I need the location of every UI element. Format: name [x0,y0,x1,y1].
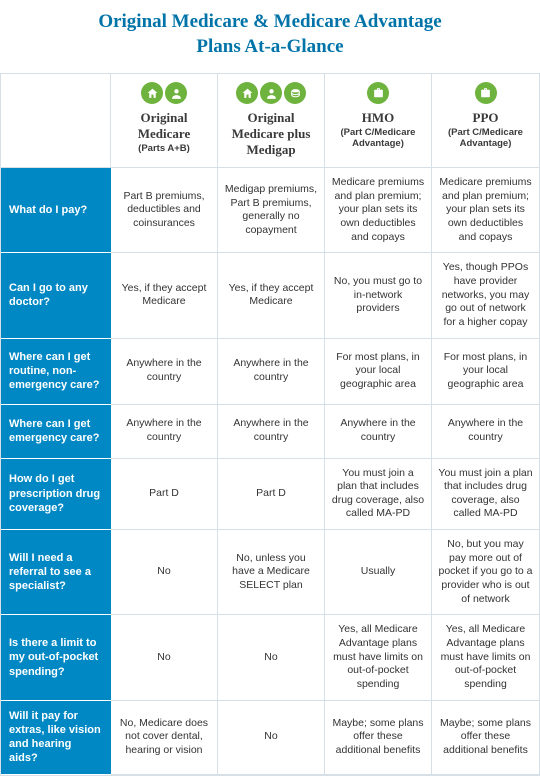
table-cell: No, you must go to in-network providers [325,253,432,338]
table-cell: You must join a plan that includes drug … [325,459,432,531]
table-cell: Anywhere in the country [432,405,539,459]
table-cell: Part D [111,459,218,531]
table-cell: No, Medicare does not cover dental, hear… [111,701,218,775]
title-line2: Plans At-a-Glance [196,36,343,57]
table-cell: For most plans, in your local geographic… [432,339,539,405]
table-cell: Medicare premiums and plan premium; your… [325,168,432,253]
plan-name: PPO [436,110,535,126]
row-question: How do I get prescription drug coverage? [1,459,111,531]
plan-name: Original Medicare [115,110,213,141]
person-icon [165,82,187,104]
table-cell: Maybe; some plans offer these additional… [325,701,432,775]
plan-icons [222,82,320,104]
home-icon [141,82,163,104]
table-cell: For most plans, in your local geographic… [325,339,432,405]
table-cell: Yes, though PPOs have provider networks,… [432,253,539,338]
column-header: Original Medicare plus Medigap [218,74,325,168]
table-cell: No, but you may pay more out of pocket i… [432,530,539,615]
plan-icons [436,82,535,104]
table-cell: Part B premiums, deductibles and coinsur… [111,168,218,253]
plan-subtitle: (Part C/Medicare Advantage) [436,127,535,150]
table-cell: Anywhere in the country [218,339,325,405]
plan-name: Original Medicare plus Medigap [222,110,320,157]
table-cell: You must join a plan that includes drug … [432,459,539,531]
comparison-table: Original Medicare(Parts A+B)Original Med… [0,73,540,775]
plan-icons [115,82,213,104]
table-cell: No [111,615,218,700]
person-icon [260,82,282,104]
row-question: Will it pay for extras, like vision and … [1,701,111,775]
plan-name: HMO [329,110,427,126]
table-cell: No [218,615,325,700]
column-header: HMO(Part C/Medicare Advantage) [325,74,432,168]
plan-subtitle: (Parts A+B) [115,143,213,154]
table-cell: Yes, all Medicare Advantage plans must h… [325,615,432,700]
row-question: Is there a limit to my out-of-pocket spe… [1,615,111,700]
plan-subtitle: (Part C/Medicare Advantage) [329,127,427,150]
row-question: Where can I get emergency care? [1,405,111,459]
table-cell: Yes, all Medicare Advantage plans must h… [432,615,539,700]
table-corner [1,74,111,168]
table-cell: Anywhere in the country [111,339,218,405]
table-cell: Medicare premiums and plan premium; your… [432,168,539,253]
column-header: PPO(Part C/Medicare Advantage) [432,74,539,168]
table-cell: No [111,530,218,615]
table-cell: Usually [325,530,432,615]
row-question: What do I pay? [1,168,111,253]
table-cell: Anywhere in the country [325,405,432,459]
case-icon [367,82,389,104]
table-cell: Yes, if they accept Medicare [218,253,325,338]
column-header: Original Medicare (Parts A+B) [111,74,218,168]
table-cell: Anywhere in the country [218,405,325,459]
table-cell: Anywhere in the country [111,405,218,459]
table-cell: No [218,701,325,775]
table-cell: No, unless you have a Medicare SELECT pl… [218,530,325,615]
row-question: Can I go to any doctor? [1,253,111,338]
coins-icon [284,82,306,104]
row-question: Will I need a referral to see a speciali… [1,530,111,615]
row-question: Where can I get routine, non-emergency c… [1,339,111,405]
case-icon [475,82,497,104]
table-cell: Maybe; some plans offer these additional… [432,701,539,775]
page-title: Original Medicare & Medicare Advantage P… [0,0,540,73]
home-icon [236,82,258,104]
table-cell: Medigap premiums, Part B premiums, gener… [218,168,325,253]
title-line1: Original Medicare & Medicare Advantage [98,11,441,32]
table-cell: Part D [218,459,325,531]
plan-icons [329,82,427,104]
table-cell: Yes, if they accept Medicare [111,253,218,338]
